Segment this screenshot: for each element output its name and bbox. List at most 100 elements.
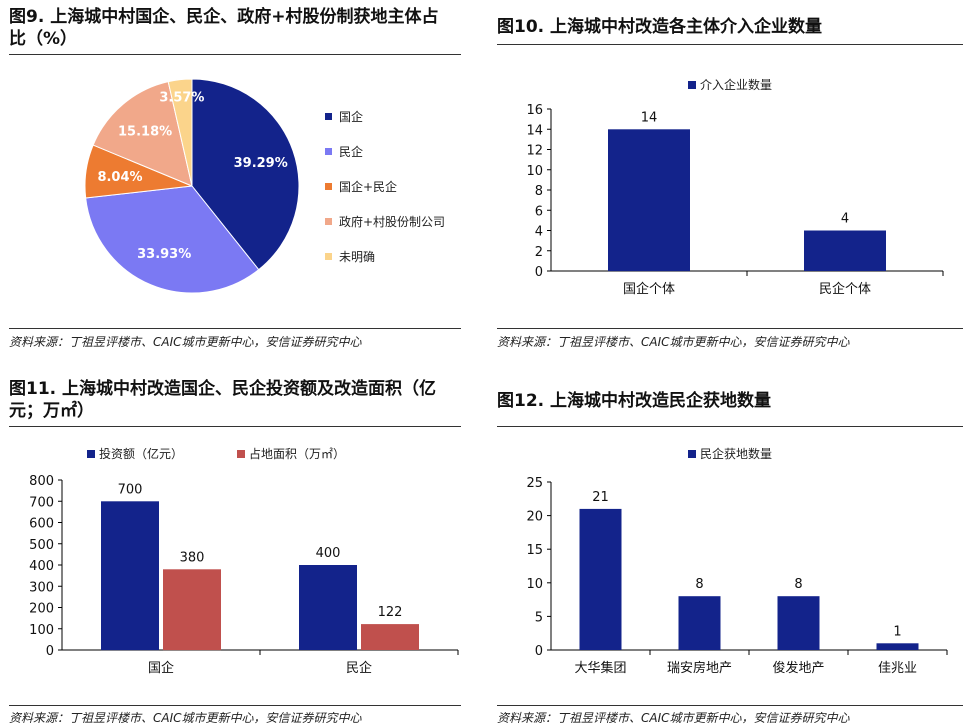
y-tick-label: 6: [535, 204, 543, 219]
x-tick-label: 民企个体: [819, 281, 871, 297]
bar-data-label: 14: [641, 110, 658, 125]
bar: [299, 565, 357, 650]
legend-swatch: [87, 450, 95, 458]
y-tick-label: 8: [535, 184, 543, 199]
y-tick-label: 16: [526, 103, 543, 118]
bar: [163, 569, 221, 651]
pie-data-label: 33.93%: [137, 247, 191, 262]
y-tick-label: 14: [526, 123, 543, 138]
y-tick-label: 10: [526, 577, 543, 592]
panel-title: 图11. 上海城中村改造国企、民企投资额及改造面积（亿元；万㎡）: [9, 379, 437, 421]
y-tick-label: 4: [535, 225, 543, 240]
source-rule: [9, 705, 461, 706]
title-rule: [9, 54, 461, 55]
bar: [608, 129, 690, 272]
y-tick-label: 100: [29, 623, 54, 638]
bar: [579, 508, 622, 650]
y-tick-label: 0: [535, 265, 543, 280]
bar: [876, 643, 919, 650]
panel-bar-investment: 图11. 上海城中村改造国企、民企投资额及改造面积（亿元；万㎡） 0 100 200…: [9, 374, 461, 727]
y-tick-label: 15: [526, 543, 543, 558]
x-tick-label: 大华集团: [574, 660, 626, 676]
y-tick-label: 0: [535, 644, 543, 659]
y-tick-label: 600: [29, 517, 54, 532]
bar-data-label: 122: [378, 605, 403, 620]
pie-chart: 39.29% 33.93% 8.04% 15.18% 3.57% 国企民企国企+民企政府+…: [84, 78, 445, 294]
title-rule: [497, 44, 963, 45]
grouped-bar-chart: 0 100 200 300 400 500 600 700 800 700 380 国企 400 122 民…: [29, 446, 459, 676]
legend-label: 介入企业数量: [700, 77, 772, 92]
pie-data-label: 3.57%: [159, 91, 204, 106]
bar-data-label: 4: [841, 212, 849, 227]
legend-label: 民企: [339, 144, 363, 159]
legend-label: 国企: [339, 109, 363, 124]
x-tick-label: 佳兆业: [878, 661, 917, 676]
pie-slice: [85, 185, 260, 294]
pie-data-label: 15.18%: [118, 124, 172, 139]
pie-slice: [92, 81, 193, 187]
y-tick-label: 5: [535, 610, 543, 625]
legend-swatch: [688, 450, 696, 458]
source-note: 资料来源：丁祖昱评楼市、CAIC城市更新中心，安信证券研究中心: [497, 335, 850, 349]
bar-data-label: 380: [180, 550, 205, 565]
pie-data-label: 39.29%: [234, 156, 288, 171]
source-rule: [497, 705, 963, 706]
y-tick-label: 10: [526, 164, 543, 179]
y-tick-label: 400: [29, 559, 54, 574]
legend-label: 民企获地数量: [700, 446, 772, 461]
bar-data-label: 400: [316, 546, 341, 561]
legend-swatch: [325, 113, 332, 120]
x-tick-label: 俊发地产: [772, 660, 824, 676]
y-tick-label: 500: [29, 538, 54, 553]
legend-label: 国企+民企: [339, 179, 397, 194]
pie-slice: [167, 78, 193, 187]
legend-label: 占地面积（万㎡）: [249, 446, 345, 461]
source-rule: [497, 328, 963, 329]
legend-swatch: [325, 218, 332, 225]
legend-label: 投资额（亿元）: [99, 446, 183, 461]
panel-title: 图9. 上海城中村国企、民企、政府+村股份制获地主体占比（%）: [9, 7, 439, 49]
title-rule: [497, 426, 963, 427]
source-note: 资料来源：丁祖昱评楼市、CAIC城市更新中心，安信证券研究中心: [9, 711, 362, 725]
title-rule: [9, 426, 461, 427]
x-tick-label: 民企: [346, 660, 372, 676]
bar-chart: 0 2 4 6 8 10 12 14 16 14 国企个体 4 民企个体 介入企业数量: [526, 77, 944, 297]
y-tick-label: 300: [29, 580, 54, 595]
legend-label: 未明确: [339, 250, 375, 264]
y-tick-label: 12: [526, 144, 543, 159]
source-note: 资料来源：丁祖昱评楼市、CAIC城市更新中心，安信证券研究中心: [9, 335, 362, 349]
y-tick-label: 20: [526, 510, 543, 525]
bar: [804, 230, 886, 271]
bar-data-label: 700: [118, 482, 143, 497]
bar: [678, 596, 721, 650]
legend-label: 政府+村股份制公司: [339, 214, 445, 229]
legend-swatch: [237, 450, 245, 458]
pie-slice: [191, 78, 300, 271]
source-rule: [9, 328, 461, 329]
x-tick-label: 瑞安房地产: [667, 660, 732, 676]
legend-swatch: [325, 183, 332, 190]
bar: [777, 596, 820, 650]
y-tick-label: 700: [29, 495, 54, 510]
bar-data-label: 8: [794, 577, 802, 592]
panel-bar-participants: 图10. 上海城中村改造各主体介入企业数量 0 2 4 6 8 10 12 14 16 14 国企个…: [497, 0, 963, 350]
panel-title: 图12. 上海城中村改造民企获地数量: [497, 391, 772, 411]
legend-swatch: [688, 81, 696, 89]
source-note: 资料来源：丁祖昱评楼市、CAIC城市更新中心，安信证券研究中心: [497, 711, 850, 725]
bar: [101, 501, 159, 651]
bar-data-label: 8: [695, 577, 703, 592]
y-tick-label: 200: [29, 602, 54, 617]
panel-pie: 图9. 上海城中村国企、民企、政府+村股份制获地主体占比（%） 39.29% 33…: [9, 0, 461, 350]
y-tick-label: 800: [29, 474, 54, 489]
bar-data-label: 1: [893, 624, 901, 639]
legend-swatch: [325, 148, 332, 155]
x-tick-label: 国企个体: [623, 281, 675, 297]
y-tick-label: 25: [526, 476, 543, 491]
pie-data-label: 8.04%: [97, 170, 142, 185]
bar: [361, 624, 419, 650]
panel-bar-land: 图12. 上海城中村改造民企获地数量 0 5 10 15 20 25 21 大华集团 8 瑞安房地…: [497, 374, 963, 727]
y-tick-label: 0: [46, 644, 54, 659]
legend-swatch: [325, 253, 332, 260]
bar-data-label: 21: [592, 490, 609, 505]
y-tick-label: 2: [535, 245, 543, 260]
